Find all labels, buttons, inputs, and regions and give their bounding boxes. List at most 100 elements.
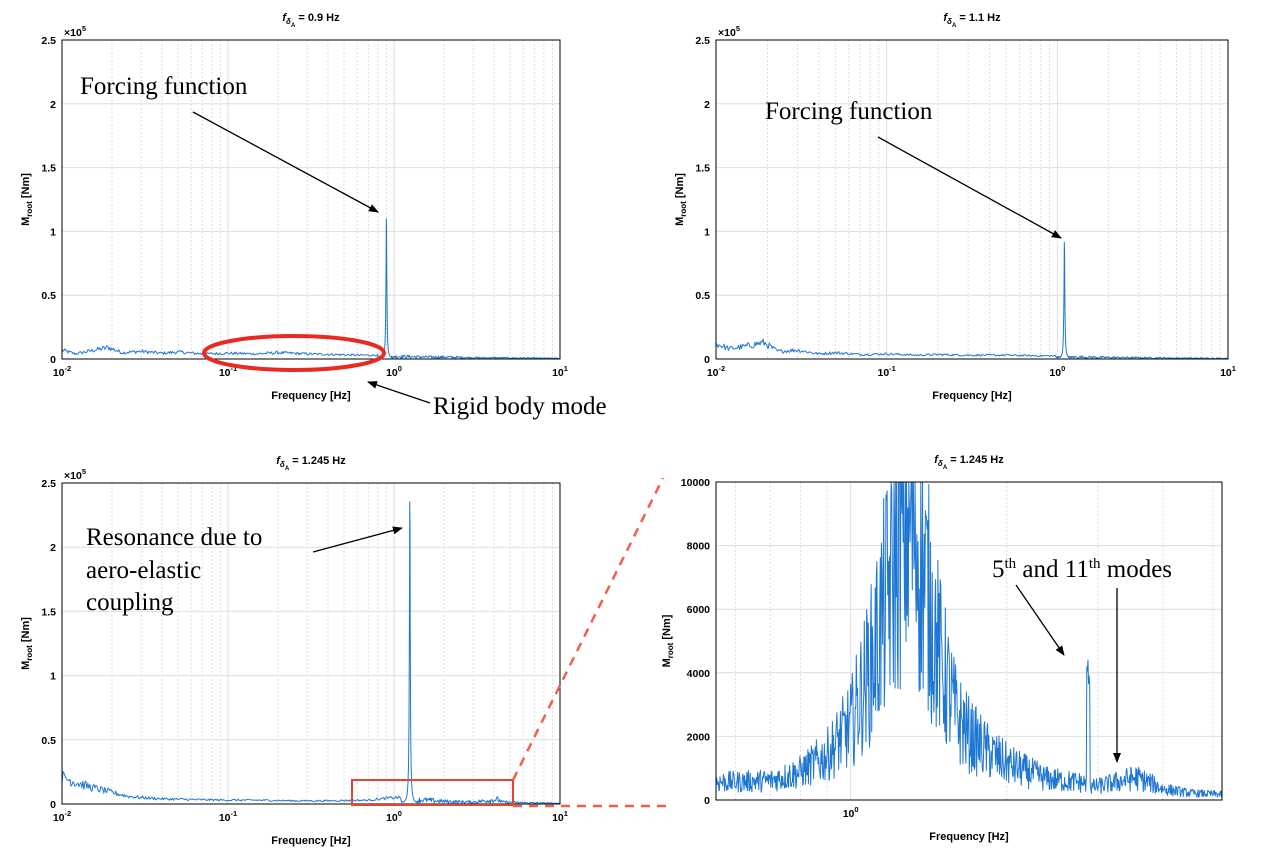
x-tick-power: 1: [1232, 364, 1236, 373]
y-axis-label: Mroot [Nm]: [661, 614, 675, 667]
title-main: f: [276, 455, 281, 467]
zoom-dashed-line-top: [511, 477, 665, 781]
ylabel-sub: root: [25, 645, 34, 661]
ylabel-sub: root: [679, 201, 688, 217]
mode-modes: modes: [1101, 556, 1173, 583]
ylabel-unit: [Nm]: [661, 614, 673, 642]
y-tick-label: 2.5: [41, 478, 56, 490]
plot-area: [62, 483, 560, 804]
annotation-resonance-line2: aero-elastic: [86, 557, 201, 584]
ylabel-unit: [Nm]: [20, 173, 32, 201]
x-tick-power: -2: [719, 364, 726, 373]
x-tick-base: 10: [1049, 367, 1061, 379]
ylabel-main: M: [20, 661, 32, 670]
title-sub: δ: [947, 17, 952, 26]
title-value: = 1.1 Hz: [956, 12, 1001, 24]
x-tick-power: 0: [1061, 364, 1065, 373]
y-tick-label: 1: [704, 226, 710, 238]
ylabel-sub: root: [25, 201, 34, 217]
annotation-rigid-body-mode: Rigid body mode: [433, 393, 607, 420]
x-tick-power: -1: [889, 364, 896, 373]
x-tick-base: 10: [219, 812, 231, 824]
title-sub: δ: [280, 460, 285, 469]
ylabel-main: M: [661, 658, 673, 667]
x-tick-power: -1: [231, 364, 238, 373]
y-tick-label: 2: [50, 542, 56, 554]
x-tick-power: 0: [398, 809, 402, 818]
ylabel-main: M: [20, 217, 32, 226]
x-tick-base: 10: [843, 808, 855, 820]
y-tick-label: 2: [50, 99, 56, 111]
x-tick-power: 1: [564, 364, 568, 373]
annotation-arrow-resonance: [312, 526, 403, 553]
x-tick-base: 10: [386, 812, 398, 824]
y-tick-label: 4000: [687, 668, 711, 680]
y-tick-label: 6000: [687, 604, 711, 616]
title-subsub: A: [285, 466, 290, 472]
x-axis-label: Frequency [Hz]: [929, 831, 1009, 843]
y-axis-label: Mroot [Nm]: [20, 173, 34, 226]
annotation-arrow-5th-mode: [1015, 584, 1065, 656]
data-series-line: [61, 218, 560, 360]
y-tick-label: 1.5: [41, 163, 56, 175]
axes-frame: [61, 482, 561, 805]
rigid-body-mode-ellipse: [202, 334, 386, 372]
title-value: = 0.9 Hz: [295, 12, 340, 24]
y-tick-label: 0.5: [695, 290, 710, 302]
y-tick-label: 1: [50, 671, 56, 683]
y-tick-label: 1.5: [695, 163, 710, 175]
x-axis-label: Frequency [Hz]: [271, 835, 351, 847]
mode-5: 5: [992, 556, 1005, 583]
plot-area: [716, 40, 1228, 359]
x-tick-power: -2: [65, 809, 72, 818]
x-tick-label: 10-1: [219, 809, 237, 824]
x-tick-power: -1: [231, 809, 238, 818]
ylabel-unit: [Nm]: [20, 617, 32, 645]
x-tick-label: 101: [552, 809, 568, 824]
y-axis-label: Mroot [Nm]: [20, 617, 34, 670]
axes-frame: [61, 39, 561, 360]
x-tick-base: 10: [386, 367, 398, 379]
title-main: f: [282, 12, 287, 24]
plot-area: [62, 40, 560, 359]
annotation-resonance-line1: Resonance due to: [86, 524, 262, 551]
x-tick-label: 10-2: [53, 809, 71, 824]
title-sub: δ: [286, 17, 291, 26]
data-series-line: [715, 241, 1229, 360]
title-value: = 1.245 Hz: [289, 455, 346, 467]
y-tick-label: 10000: [681, 477, 710, 489]
y-tick-label: 0: [704, 795, 710, 807]
x-tick-label: 101: [1220, 364, 1236, 379]
data-series-line: [715, 481, 1222, 798]
y-tick-label: 2.5: [41, 35, 56, 47]
title-main: f: [943, 12, 948, 24]
y-exponent-label: ×105: [64, 24, 86, 39]
x-tick-base: 10: [552, 812, 564, 824]
y-tick-label: 1.5: [41, 606, 56, 618]
exp-base: ×10: [64, 470, 82, 482]
exp-power: 5: [736, 24, 740, 33]
x-tick-base: 10: [552, 367, 564, 379]
y-tick-label: 0.5: [41, 290, 56, 302]
ylabel-sub: root: [666, 642, 675, 658]
y-tick-label: 8000: [687, 541, 711, 553]
x-tick-label: 100: [386, 364, 402, 379]
annotation-resonance-line3: coupling: [86, 589, 174, 616]
plot-title: fδA = 0.9 Hz: [282, 12, 340, 29]
x-tick-label: 10-2: [707, 364, 725, 379]
title-value: = 1.245 Hz: [947, 454, 1004, 466]
title-sub: δ: [938, 459, 943, 468]
plot-title: fδA = 1.245 Hz: [934, 454, 1004, 471]
title-subsub: A: [943, 465, 948, 471]
x-tick-power: -2: [65, 364, 72, 373]
zoom-region-rect: [351, 779, 514, 806]
x-tick-label: 10-2: [53, 364, 71, 379]
y-exponent-label: ×105: [64, 467, 86, 482]
x-tick-base: 10: [1220, 367, 1232, 379]
exp-base: ×10: [718, 27, 736, 39]
x-tick-base: 10: [53, 367, 65, 379]
